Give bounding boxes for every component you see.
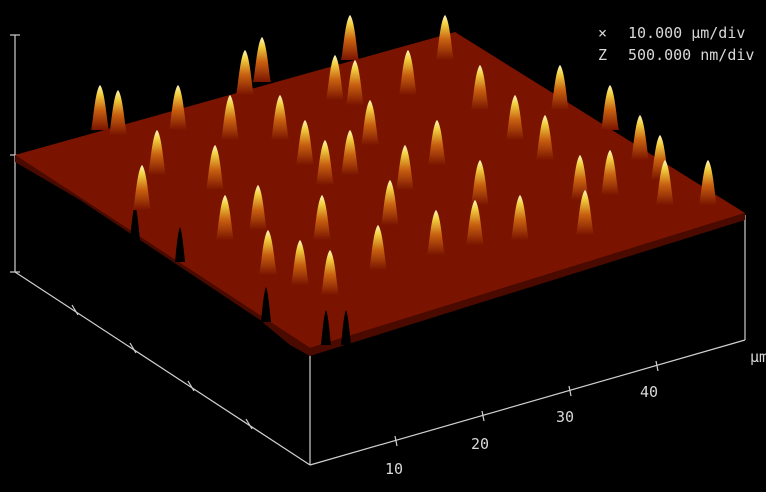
tick-label: 10 — [385, 460, 403, 478]
axis-unit: µm — [750, 348, 766, 366]
tick-label: 30 — [556, 408, 574, 426]
x-scale: 10.000 µm/div — [628, 24, 745, 42]
surface — [15, 15, 745, 356]
z-scale: 500.000 nm/div — [628, 46, 754, 64]
z-label: Z — [598, 46, 607, 64]
afm-3d-view: × 10.000 µm/div Z 500.000 nm/div 10 20 3… — [0, 0, 766, 492]
x-label: × — [598, 24, 607, 42]
axis-labels: 10 20 30 40 µm — [385, 348, 766, 478]
tick-label: 20 — [471, 435, 489, 453]
tick-label: 40 — [640, 383, 658, 401]
page: × 10.000 µm/div Z 500.000 nm/div 10 20 3… — [0, 0, 766, 492]
scale-legend: × 10.000 µm/div Z 500.000 nm/div — [598, 24, 754, 64]
